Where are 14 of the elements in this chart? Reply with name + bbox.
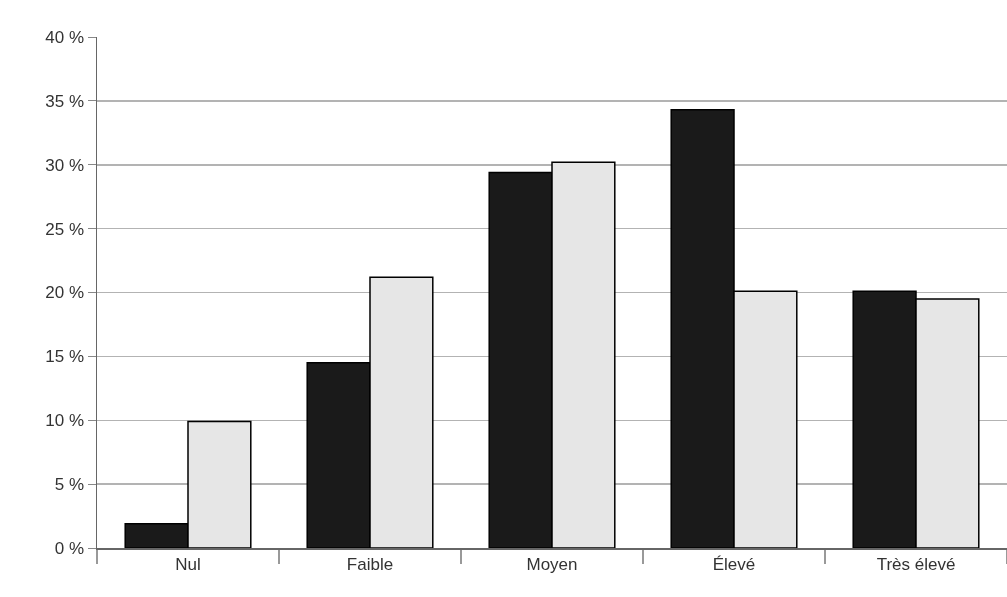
x-tick-label: Nul	[175, 554, 201, 574]
y-tick-label: 30 %	[45, 155, 85, 175]
x-tick-label: Moyen	[526, 554, 578, 574]
y-tick-label: 15 %	[45, 347, 85, 367]
y-tick-label: 5 %	[54, 475, 85, 495]
x-tick-label: Élevé	[712, 554, 756, 574]
y-tick-label: 20 %	[45, 283, 85, 303]
x-tick-label: Très élevé	[876, 554, 956, 574]
y-tick-label: 25 %	[45, 219, 85, 239]
y-tick-label: 0 %	[54, 538, 85, 558]
x-tick-label: Faible	[346, 554, 394, 574]
y-tick-label: 40 %	[45, 27, 85, 47]
y-tick-label: 10 %	[45, 411, 85, 431]
y-tick-label: 35 %	[45, 91, 85, 111]
